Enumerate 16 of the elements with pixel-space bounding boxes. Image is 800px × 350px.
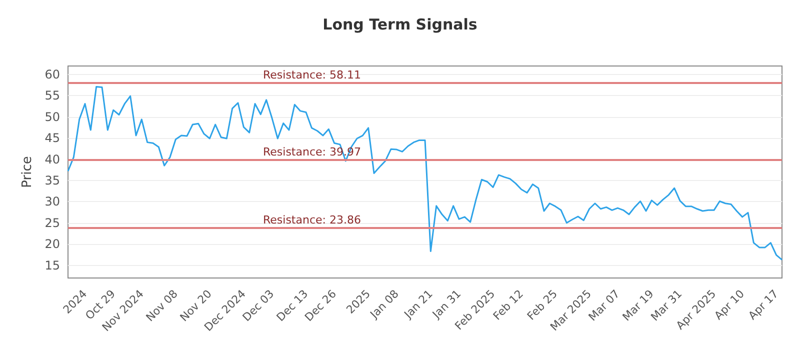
y-tick-label: 50: [44, 110, 60, 124]
y-tick-label: 25: [44, 216, 60, 230]
y-tick-label: 45: [44, 131, 60, 146]
ref-line-label: Resistance: 58.11: [263, 68, 361, 82]
y-tick-label: 35: [44, 173, 60, 188]
y-tick-label: 20: [44, 237, 60, 252]
y-tick-label: 15: [44, 258, 60, 272]
ref-line-label: Resistance: 23.86: [263, 214, 361, 227]
line-series: [67, 86, 783, 261]
y-tick-label: 30: [44, 194, 60, 209]
y-axis-title: Price: [20, 156, 35, 188]
y-tick-label: 60: [44, 67, 60, 82]
x-tick-label: Apr 17: [746, 287, 781, 322]
chart-title: Long Term Signals: [322, 16, 478, 34]
y-tick-label: 40: [44, 152, 60, 166]
y-tick-label: 55: [44, 88, 60, 103]
